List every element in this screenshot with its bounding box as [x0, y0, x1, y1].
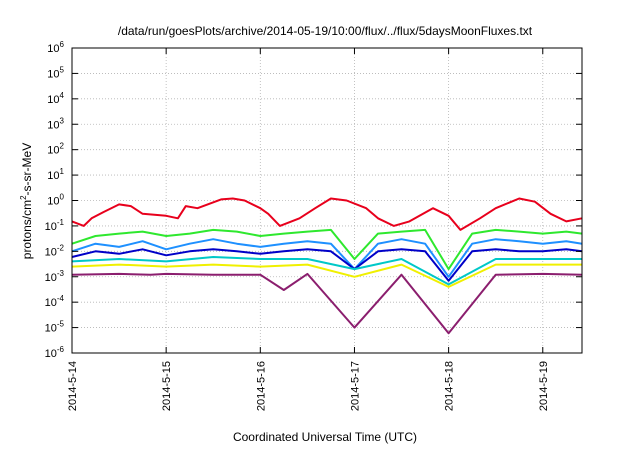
y-axis-label-sup: 2 [19, 195, 28, 200]
y-tick-label-exponent: -5 [57, 320, 65, 329]
y-tick-label-base: 10 [47, 119, 59, 131]
y-tick-label-base: 10 [47, 43, 59, 55]
y-tick-label-base: 10 [47, 196, 59, 208]
series-line-2 [71, 228, 583, 271]
y-tick-label: 10-6 [45, 345, 65, 360]
y-tick-label-exponent: -1 [57, 218, 65, 227]
y-tick-label: 10-4 [45, 294, 65, 309]
x-tick-label: 2014-5-16 [255, 361, 267, 411]
series-line-7 [71, 272, 583, 335]
y-tick-label-base: 10 [45, 246, 57, 258]
x-tick-label: 2014-5-17 [349, 361, 361, 411]
y-tick-label-base: 10 [47, 145, 59, 157]
y-tick-label: 106 [47, 40, 64, 55]
y-tick-label: 101 [47, 167, 64, 182]
chart-title: /data/run/goesPlots/archive/2014-05-19/1… [118, 24, 533, 38]
x-tick-label: 2014-5-14 [67, 361, 79, 411]
y-tick-label-exponent: 0 [60, 193, 65, 202]
y-tick-label-base: 10 [45, 323, 57, 335]
y-tick-label-exponent: 6 [60, 40, 65, 49]
y-tick-label-exponent: 4 [60, 91, 65, 100]
x-tick-label: 2014-5-19 [538, 361, 550, 411]
y-tick-label: 102 [47, 142, 64, 157]
y-tick-label: 105 [47, 65, 64, 80]
y-axis-label: protons/cm2-s-sr-MeV [19, 143, 34, 259]
series-line-1 [71, 197, 583, 231]
y-tick-label-exponent: -3 [57, 269, 65, 278]
y-axis-label-suffix: -s-sr-MeV [20, 143, 34, 196]
y-tick-label-base: 10 [45, 272, 57, 284]
x-tick-label: 2014-5-18 [444, 361, 456, 411]
y-tick-label: 103 [47, 116, 64, 131]
series-line-5 [71, 256, 582, 286]
y-tick-label-exponent: -6 [57, 345, 65, 354]
x-axis-label: Coordinated Universal Time (UTC) [233, 430, 417, 444]
x-axis-ticks: 2014-5-14 2014-5-15 2014-5-16 2014-5-17 2014… [67, 48, 550, 411]
y-tick-label-base: 10 [45, 297, 57, 309]
series-line-6 [71, 263, 582, 288]
y-tick-label: 100 [47, 193, 64, 208]
y-tick-label: 10-1 [45, 218, 65, 233]
y-tick-label-base: 10 [45, 348, 57, 360]
series-line-3 [71, 238, 583, 278]
y-axis-ticks: 10-610-510-410-310-210-11001011021031041… [45, 40, 582, 360]
y-tick-label: 10-3 [45, 269, 65, 284]
y-tick-label-exponent: 5 [60, 65, 65, 74]
y-tick-label-exponent: 3 [60, 116, 65, 125]
y-tick-label-base: 10 [47, 170, 59, 182]
series-group [71, 197, 583, 335]
y-axis-label-prefix: protons/cm [20, 200, 34, 259]
y-tick-label-base: 10 [47, 94, 59, 106]
series-line-4 [71, 248, 583, 282]
y-tick-label-base: 10 [45, 221, 57, 233]
y-tick-label: 10-5 [45, 320, 65, 335]
x-tick-label: 2014-5-15 [161, 361, 173, 411]
y-tick-label: 104 [47, 91, 64, 106]
y-tick-label-exponent: 1 [60, 167, 65, 176]
y-tick-label: 10-2 [45, 243, 65, 258]
y-tick-label-base: 10 [47, 68, 59, 80]
y-tick-label-exponent: -2 [57, 243, 65, 252]
y-tick-label-exponent: -4 [57, 294, 65, 303]
y-tick-label-exponent: 2 [60, 142, 65, 151]
